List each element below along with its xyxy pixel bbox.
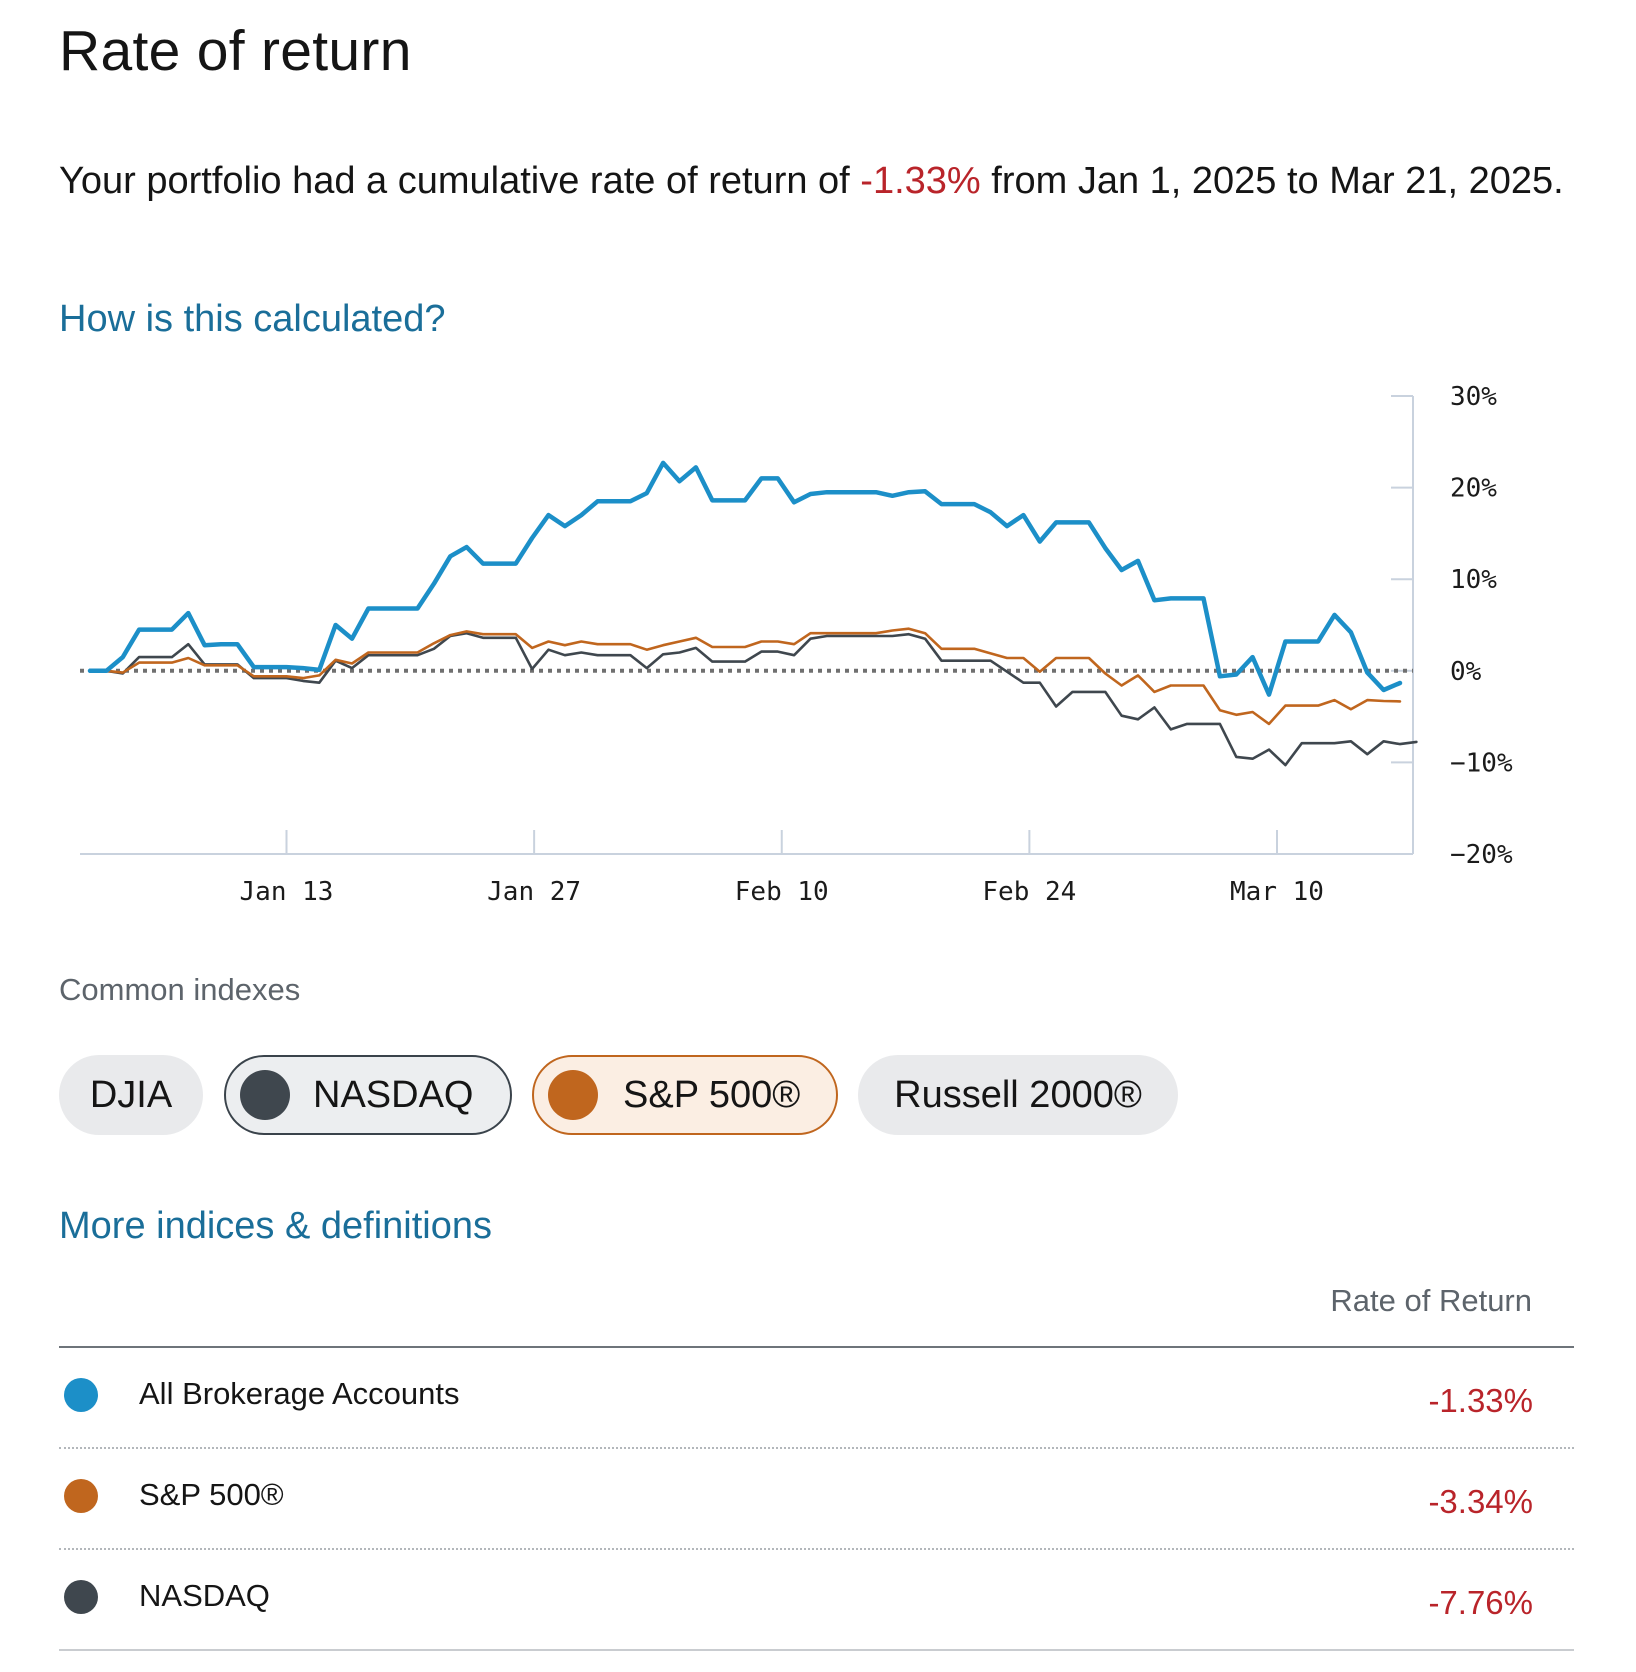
x-tick-label: Jan 13: [240, 877, 334, 907]
how-calculated-link[interactable]: How is this calculated?: [59, 298, 446, 340]
djia-chip[interactable]: DJIA: [59, 1055, 203, 1135]
x-tick-label: Mar 10: [1230, 877, 1324, 907]
table-header-divider: [59, 1346, 1574, 1348]
y-tick-label: 30%: [1450, 382, 1497, 412]
summary-text-start: Your portfolio had a cumulative rate of …: [59, 160, 861, 202]
djia-chip-label: DJIA: [89, 1073, 173, 1116]
nasdaq-chip[interactable]: NASDAQ: [224, 1055, 512, 1135]
all-brokerage-legend-dot: [64, 1378, 98, 1412]
rate-of-return-column-header: Rate of Return: [1330, 1283, 1532, 1318]
table-row: S&P 500® -3.34%: [59, 1449, 1574, 1550]
row-name: NASDAQ: [139, 1578, 270, 1613]
row-divider: [59, 1548, 1574, 1550]
row-name: All Brokerage Accounts: [139, 1376, 460, 1411]
russell-2000-chip-label: Russell 2000®: [894, 1073, 1142, 1116]
table-row: NASDAQ -7.76%: [59, 1550, 1574, 1651]
y-tick-label: −10%: [1450, 748, 1513, 778]
return-summary: Your portfolio had a cumulative rate of …: [59, 150, 1579, 212]
rate-of-return-chart: 30% 20% 10% 0% −10% −20% Jan 13 Jan 27 Feb 10 Feb…: [80, 382, 1513, 907]
sp500-chip[interactable]: S&P 500®: [532, 1055, 838, 1135]
more-indices-link[interactable]: More indices & definitions: [59, 1205, 492, 1247]
x-tick-label: Feb 10: [735, 877, 829, 907]
sp500-legend-dot: [64, 1479, 98, 1513]
row-value: -3.34%: [1428, 1483, 1533, 1520]
nasdaq-color-dot: [240, 1070, 290, 1120]
table-row: All Brokerage Accounts -1.33%: [59, 1348, 1574, 1449]
y-tick-label: 20%: [1450, 474, 1497, 504]
page-title: Rate of return: [59, 19, 412, 83]
nasdaq-legend-dot: [64, 1580, 98, 1614]
chart-series: [87, 460, 1418, 767]
sp500-color-dot: [548, 1070, 598, 1120]
nasdaq-chip-label: NASDAQ: [313, 1073, 474, 1116]
sp500-chip-label: S&P 500®: [623, 1073, 801, 1116]
y-tick-label: −20%: [1450, 840, 1513, 870]
row-name: S&P 500®: [139, 1477, 284, 1512]
x-tick-label: Feb 24: [982, 877, 1076, 907]
series-line-all-brokerage: [87, 460, 1403, 697]
row-value: -1.33%: [1428, 1382, 1533, 1419]
y-tick-label: 10%: [1450, 565, 1497, 595]
series-line-sp500: [88, 627, 1402, 726]
russell-2000-chip[interactable]: Russell 2000®: [858, 1055, 1178, 1135]
row-divider: [59, 1447, 1574, 1449]
common-indexes-label: Common indexes: [59, 972, 301, 1007]
x-tick-label: Jan 27: [487, 877, 581, 907]
summary-return-value: -1.33%: [860, 160, 981, 202]
summary-text-end: from Jan 1, 2025 to Mar 21, 2025.: [980, 160, 1564, 202]
series-line-nasdaq: [88, 631, 1418, 767]
y-tick-label: 0%: [1450, 657, 1482, 687]
chart-axes: 30% 20% 10% 0% −10% −20% Jan 13 Jan 27 Feb 10 Feb…: [80, 382, 1513, 907]
row-value: -7.76%: [1428, 1584, 1533, 1621]
row-divider: [59, 1649, 1574, 1651]
